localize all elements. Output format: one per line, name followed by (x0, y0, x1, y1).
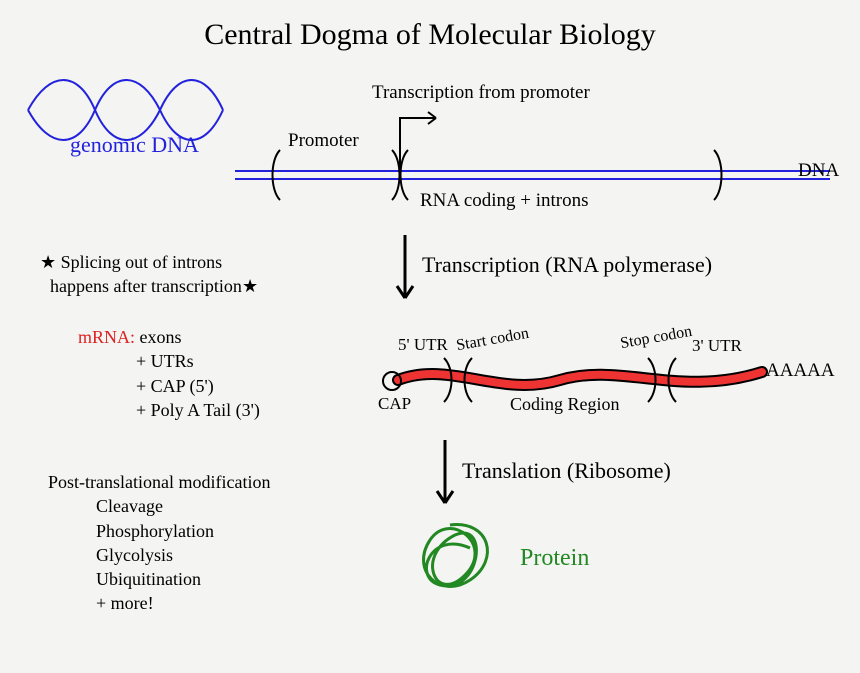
splicing-note: ★ Splicing out of introns happens after … (40, 250, 258, 299)
mrna-line-0: exons (140, 327, 182, 347)
dna-helix-icon (28, 80, 223, 140)
mrna-line-3: + Poly A Tail (3') (78, 400, 260, 420)
mrna-line-2: + CAP (5') (78, 376, 214, 396)
rna-coding-introns-label: RNA coding + introns (420, 190, 589, 212)
dna-double-line (235, 171, 830, 179)
mrna-line-1: + UTRs (78, 351, 194, 371)
genomic-dna-label: genomic DNA (70, 132, 199, 158)
utr3-label: 3' UTR (692, 336, 742, 356)
dna-label: DNA (798, 160, 839, 182)
splicing-line1: Splicing out of introns (56, 252, 222, 272)
ptm-line-2: Glycolysis (48, 545, 173, 565)
cap-icon (383, 372, 401, 390)
star-icon: ★ (242, 276, 258, 296)
transcription-arrow-icon (397, 235, 413, 298)
stop-codon-label: Stop codon (619, 323, 693, 353)
transcription-label: Transcription (RNA polymerase) (422, 252, 712, 278)
promoter-label: Promoter (288, 130, 359, 152)
tss-arrow-icon (400, 112, 436, 168)
ptm-note: Post-translational modification Cleavage… (48, 470, 270, 616)
ptm-head: Post-translational modification (48, 472, 270, 492)
polya-label: AAAAA (766, 360, 835, 382)
ptm-line-0: Cleavage (48, 496, 163, 516)
mrna-note: mRNA: exons + UTRs + CAP (5') + Poly A T… (78, 325, 260, 422)
translation-arrow-icon (437, 440, 453, 503)
transcription-from-promoter-label: Transcription from promoter (372, 82, 590, 104)
protein-label: Protein (520, 545, 589, 572)
mrna-icon (398, 372, 762, 385)
star-icon: ★ (40, 252, 56, 272)
cap-label: CAP (378, 394, 411, 414)
ptm-line-3: Ubiquitination (48, 569, 201, 589)
coding-region-label: Coding Region (510, 394, 620, 415)
utr5-label: 5' UTR (398, 335, 448, 355)
mrna-head: mRNA: (78, 327, 135, 347)
ptm-line-4: + more! (48, 593, 154, 613)
translation-label: Translation (Ribosome) (462, 458, 671, 484)
ptm-line-1: Phosphorylation (48, 521, 214, 541)
splicing-line2: happens after transcription (40, 276, 242, 296)
start-codon-label: Start codon (455, 325, 530, 355)
protein-scribble-icon (424, 525, 488, 587)
page-title: Central Dogma of Molecular Biology (204, 18, 656, 52)
